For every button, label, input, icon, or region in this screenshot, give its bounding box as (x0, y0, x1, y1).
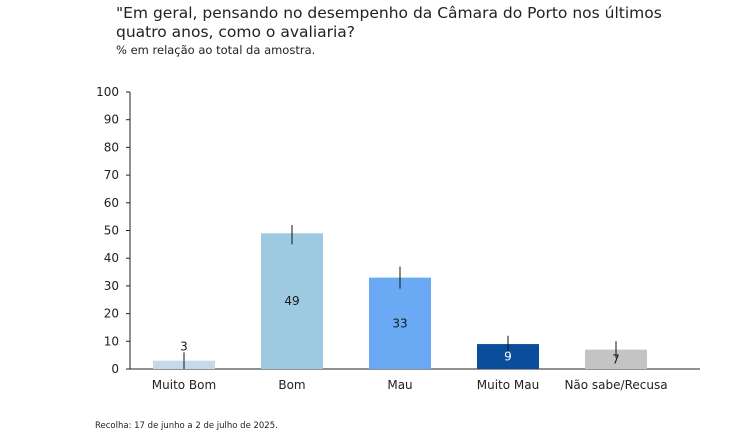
bar-chart: 0 10 20 30 40 50 60 70 80 90 100 3 49 33 9 7 Muito Bom… (96, 85, 700, 392)
y-tick-label: 30 (104, 279, 119, 293)
data-label-2: 49 (284, 294, 299, 308)
y-tick-label: 70 (104, 168, 119, 182)
y-tick-label: 80 (104, 140, 119, 154)
data-label-4: 9 (504, 350, 512, 364)
x-tick-label: Mau (387, 378, 412, 392)
bars-group: 3 49 33 9 7 (153, 224, 647, 369)
chart-title: "Em geral, pensando no desempenho da Câm… (116, 4, 662, 41)
bar-2 (261, 233, 323, 369)
footnote: Recolha: 17 de junho a 2 de julho de 202… (95, 421, 278, 431)
x-axis-labels: Muito Bom Bom Mau Muito Mau Não sabe/Recusa (152, 378, 668, 392)
y-tick-label: 40 (104, 251, 119, 265)
y-tick-label: 100 (96, 85, 119, 99)
x-tick-label: Muito Mau (477, 378, 539, 392)
y-tick-label: 90 (104, 113, 119, 127)
chart-subtitle: % em relação ao total da amostra. (116, 43, 316, 57)
data-label-5: 7 (612, 352, 620, 366)
y-tick-label: 20 (104, 307, 119, 321)
y-tick-label: 0 (111, 362, 119, 376)
x-tick-label: Muito Bom (152, 378, 216, 392)
y-axis-ticks: 0 10 20 30 40 50 60 70 80 90 100 (96, 85, 130, 376)
x-tick-label: Bom (278, 378, 305, 392)
data-label-3: 33 (392, 316, 407, 330)
y-tick-label: 10 (104, 334, 119, 348)
y-tick-label: 60 (104, 196, 119, 210)
x-tick-label: Não sabe/Recusa (564, 378, 667, 392)
bar-3 (369, 277, 431, 369)
bar-5 (585, 349, 647, 369)
data-label-1: 3 (180, 340, 188, 354)
y-tick-label: 50 (104, 224, 119, 238)
